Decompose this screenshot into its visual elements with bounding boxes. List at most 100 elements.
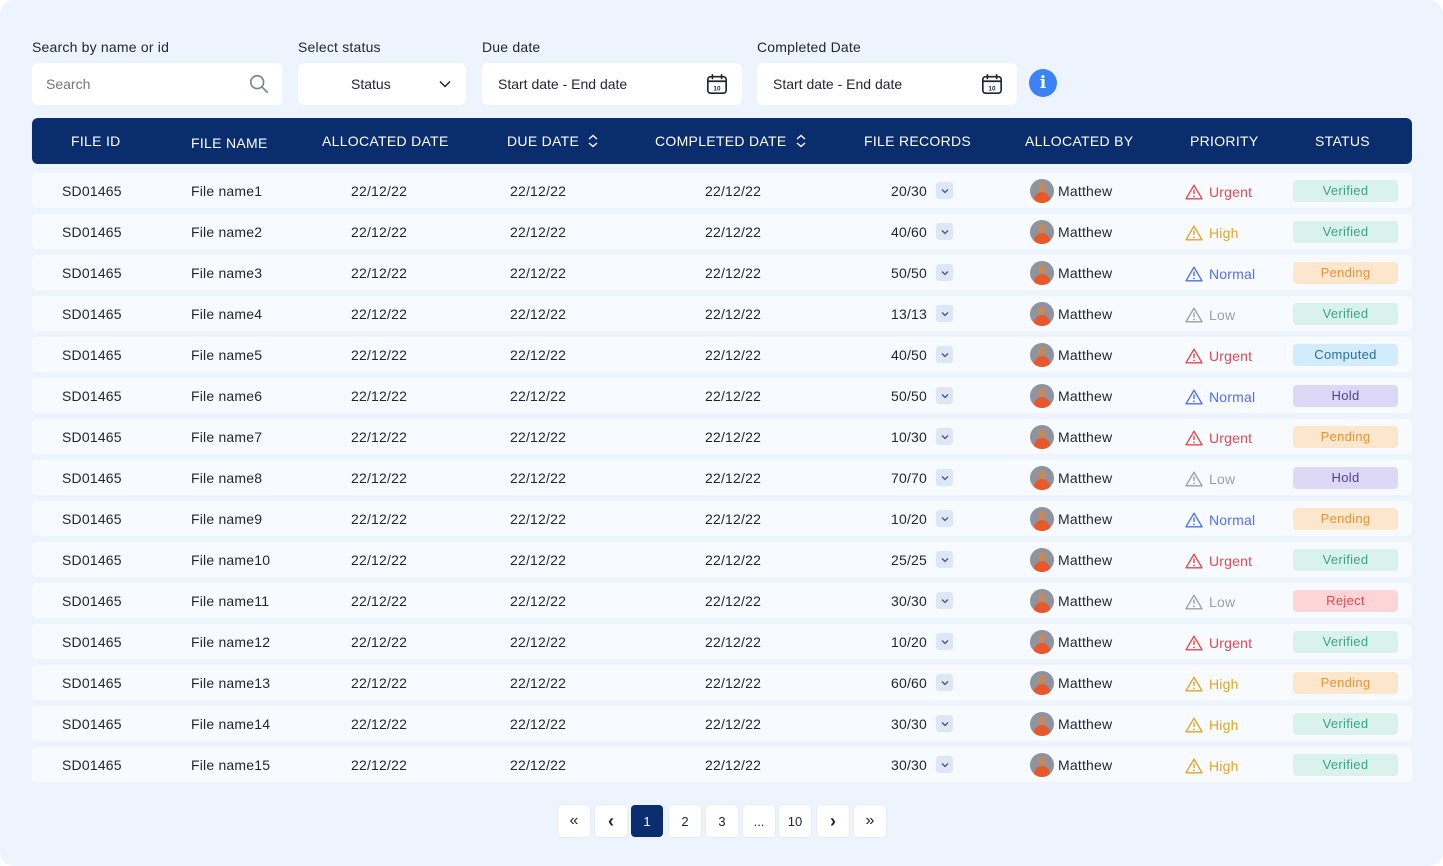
- priority-cell: Low: [1185, 461, 1235, 496]
- completed-date-range-input[interactable]: Start date - End date 10: [757, 63, 1017, 105]
- prev-page-button[interactable]: ‹: [595, 805, 627, 837]
- file-id-cell: SD01465: [62, 223, 122, 240]
- records-expand-button[interactable]: [936, 428, 954, 445]
- first-page-button[interactable]: «: [558, 805, 590, 837]
- allocated-by-name: Matthew: [1058, 387, 1113, 404]
- table-row[interactable]: SD01465 File name10 22/12/22 22/12/22 22/12/…: [32, 542, 1412, 577]
- allocated-by-name: Matthew: [1058, 592, 1113, 609]
- allocated-by-cell: Matthew: [1030, 296, 1112, 331]
- header-status-label: STATUS: [1315, 133, 1370, 149]
- due-date-cell: 22/12/22: [510, 305, 567, 322]
- allocated-by-cell: Matthew: [1030, 460, 1112, 495]
- table-row[interactable]: SD01465 File name6 22/12/22 22/12/22 22/12/2…: [32, 378, 1412, 413]
- header-allocated-by: ALLOCATED BY: [1025, 118, 1133, 164]
- info-icon[interactable]: i: [1029, 69, 1057, 97]
- allocated-by-name: Matthew: [1058, 756, 1113, 773]
- records-expand-button[interactable]: [936, 264, 954, 281]
- sort-icon[interactable]: [795, 134, 807, 148]
- table-row[interactable]: SD01465 File name4 22/12/22 22/12/22 22/12/2…: [32, 296, 1412, 331]
- table-row[interactable]: SD01465 File name5 22/12/22 22/12/22 22/12/2…: [32, 337, 1412, 372]
- status-cell: Pending: [1293, 665, 1398, 700]
- page-button-1[interactable]: 1: [631, 805, 663, 837]
- table-row[interactable]: SD01465 File name15 22/12/22 22/12/22 22/12/…: [32, 747, 1412, 782]
- status-cell: Pending: [1293, 255, 1398, 290]
- avatar: [1030, 424, 1054, 449]
- due-date-cell: 22/12/22: [510, 428, 567, 445]
- avatar-face: [1038, 346, 1046, 356]
- page-button-3[interactable]: 3: [706, 805, 738, 837]
- table-row[interactable]: SD01465 File name1 22/12/22 22/12/22 22/12/2…: [32, 173, 1412, 208]
- due-date-range-input[interactable]: Start date - End date 10: [482, 63, 742, 105]
- page-number: 1: [643, 813, 651, 829]
- header-completed-date[interactable]: COMPLETED DATE: [655, 118, 807, 164]
- due-date-cell: 22/12/22: [510, 633, 567, 650]
- records-expand-button[interactable]: [936, 510, 954, 527]
- file-id-cell: SD01465: [62, 551, 122, 568]
- records-expand-button[interactable]: [936, 674, 954, 691]
- status-cell: Computed: [1293, 337, 1398, 372]
- next-page-button[interactable]: ›: [817, 805, 849, 837]
- status-cell: Verified: [1293, 173, 1398, 208]
- records-expand-button[interactable]: [936, 592, 954, 609]
- sort-icon[interactable]: [587, 134, 599, 148]
- status-cell: Verified: [1293, 624, 1398, 659]
- table-row[interactable]: SD01465 File name3 22/12/22 22/12/22 22/12/2…: [32, 255, 1412, 290]
- header-priority: PRIORITY: [1190, 118, 1259, 164]
- page-button-2[interactable]: 2: [669, 805, 701, 837]
- priority-cell: High: [1185, 707, 1239, 742]
- status-cell: Verified: [1293, 542, 1398, 577]
- file-name-cell: File name2: [191, 223, 263, 240]
- records-expand-button[interactable]: [936, 756, 954, 773]
- avatar-body: [1034, 396, 1050, 408]
- status-select[interactable]: Status: [298, 63, 466, 105]
- page-button-10[interactable]: 10: [779, 805, 811, 837]
- search-text-input[interactable]: [46, 76, 246, 92]
- chevron-down-icon: [941, 680, 949, 685]
- records-expand-button[interactable]: [936, 551, 954, 568]
- avatar: [1030, 301, 1054, 326]
- calendar-icon[interactable]: 10: [706, 73, 728, 95]
- table-row[interactable]: SD01465 File name11 22/12/22 22/12/22 22/12/…: [32, 583, 1412, 618]
- priority-label: Urgent: [1209, 634, 1253, 651]
- priority-cell: High: [1185, 215, 1239, 250]
- chevron-down-icon: [941, 270, 949, 275]
- records-expand-button[interactable]: [936, 305, 954, 322]
- priority-cell: Urgent: [1185, 625, 1252, 660]
- table-row[interactable]: SD01465 File name9 22/12/22 22/12/22 22/12/2…: [32, 501, 1412, 536]
- records-expand-button[interactable]: [936, 182, 954, 199]
- chevron-down-icon: [941, 516, 949, 521]
- due-date-cell: 22/12/22: [510, 715, 567, 732]
- table-row[interactable]: SD01465 File name7 22/12/22 22/12/22 22/12/2…: [32, 419, 1412, 454]
- records-expand-button[interactable]: [936, 387, 954, 404]
- header-due-date[interactable]: DUE DATE: [507, 118, 599, 164]
- priority-label: Urgent: [1209, 429, 1253, 446]
- records-expand-button[interactable]: [936, 469, 954, 486]
- status-badge: Hold: [1293, 466, 1398, 489]
- table-row[interactable]: SD01465 File name14 22/12/22 22/12/22 22/12/…: [32, 706, 1412, 741]
- records-expand-button[interactable]: [936, 633, 954, 650]
- records-expand-button[interactable]: [936, 346, 954, 363]
- allocated-date-cell: 22/12/22: [351, 182, 408, 199]
- calendar-icon[interactable]: 10: [981, 73, 1003, 95]
- last-page-button[interactable]: »: [854, 805, 886, 837]
- status-badge: Verified: [1293, 179, 1398, 202]
- records-expand-button[interactable]: [936, 715, 954, 732]
- status-cell: Verified: [1293, 747, 1398, 782]
- status-badge: Pending: [1293, 671, 1398, 694]
- records-expand-button[interactable]: [936, 223, 954, 240]
- avatar: [1030, 711, 1054, 736]
- table-row[interactable]: SD01465 File name8 22/12/22 22/12/22 22/12/2…: [32, 460, 1412, 495]
- table-row[interactable]: SD01465 File name12 22/12/22 22/12/22 22/12/…: [32, 624, 1412, 659]
- priority-cell: Normal: [1185, 502, 1255, 537]
- status-cell: Hold: [1293, 378, 1398, 413]
- header-completed-date-label: COMPLETED DATE: [655, 133, 787, 149]
- search-icon[interactable]: [248, 73, 270, 95]
- table-row[interactable]: SD01465 File name2 22/12/22 22/12/22 22/12/2…: [32, 214, 1412, 249]
- allocated-by-name: Matthew: [1058, 346, 1113, 363]
- file-records-value: 10/20: [891, 633, 928, 650]
- chevron-down-icon: [941, 311, 949, 316]
- search-input[interactable]: [32, 63, 282, 105]
- table-row[interactable]: SD01465 File name13 22/12/22 22/12/22 22/12/…: [32, 665, 1412, 700]
- file-id-cell: SD01465: [62, 715, 122, 732]
- avatar: [1030, 465, 1054, 490]
